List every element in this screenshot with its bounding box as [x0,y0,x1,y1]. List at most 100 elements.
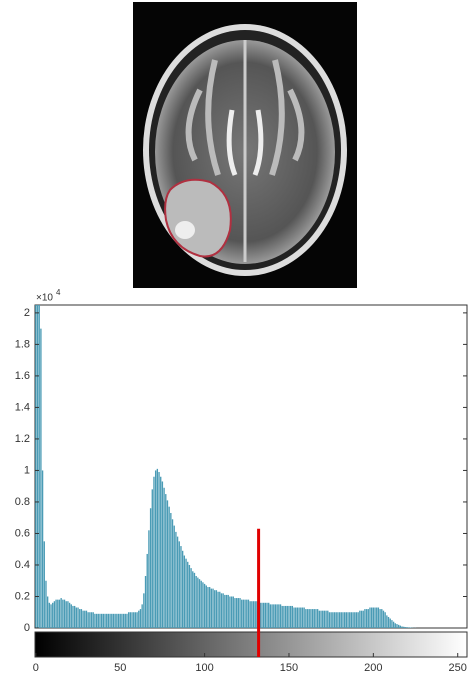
bar [362,610,364,628]
bar [408,627,410,628]
bar [377,607,380,628]
bar [386,615,388,628]
bar [109,613,111,628]
bar [143,593,145,628]
bar [89,612,91,628]
x-tick-label: 0 [33,662,39,674]
bar [232,596,234,628]
bar [117,613,120,628]
bar [323,610,326,628]
bar [343,612,346,628]
bar [379,609,381,628]
x-tick-label: 100 [195,662,213,674]
bar [220,593,223,628]
bar [176,536,179,628]
bar [298,607,300,628]
bar [205,585,207,628]
bar [354,612,356,628]
bar [230,596,233,628]
bar [295,607,297,628]
bar [107,613,110,628]
bar [38,305,40,628]
bar [246,599,248,628]
y-tick-label: 0.8 [15,496,30,508]
bar [114,613,116,628]
bar [102,613,105,628]
bar [153,476,155,628]
y-tick-label: 1 [24,464,30,476]
bar [315,609,317,628]
bar [55,599,57,628]
bar [305,609,307,628]
bar [104,613,106,628]
bar [165,494,167,628]
bar [374,607,376,628]
bar [225,594,228,628]
bar [227,594,229,628]
bar [57,599,59,628]
x-tick-label: 150 [280,662,298,674]
bar [224,594,226,628]
bar [300,607,302,628]
bar [40,328,42,628]
bar [207,587,209,628]
bar [45,580,47,628]
bar [180,546,182,628]
intensity-colorbar [34,631,468,658]
bar [85,610,88,628]
bar [381,609,383,628]
bar [43,541,45,628]
bar [87,612,89,628]
bar [222,593,224,628]
bar [293,607,295,628]
bar [139,609,142,628]
bar [80,609,83,628]
bar [122,613,125,628]
y-tick-label: 1.8 [15,338,30,350]
bar [92,612,94,628]
bar [149,508,152,628]
bar [170,512,172,628]
bar [278,604,280,628]
y-tick-label: 0 [24,622,30,634]
bar [151,489,153,628]
bar [188,564,191,628]
y-tick-label: 1.4 [15,401,30,413]
bar [90,612,93,628]
bar [99,613,101,628]
bar [200,580,202,628]
bar [284,605,287,628]
bar [208,587,211,628]
bar [82,610,84,628]
bar [190,568,192,628]
bar [338,612,341,628]
bar [35,305,37,628]
bar [306,609,309,628]
bar [100,613,103,628]
bar [197,577,199,628]
bar [330,612,332,628]
bar [389,618,391,628]
bar [97,613,99,628]
bar [235,598,238,628]
bar [254,601,256,628]
bar [308,609,310,628]
bar [106,613,108,628]
bar [141,604,143,628]
bar [349,612,351,628]
bar [203,583,206,628]
bar [266,602,268,628]
bar [171,519,174,628]
bar [301,607,304,628]
bar [187,561,189,628]
bar [214,590,216,628]
bar [210,588,213,628]
bar [234,598,236,628]
bar [311,609,314,628]
bar [158,472,160,628]
bar [327,610,329,628]
y-tick-label: 1.6 [15,370,30,382]
bar [387,616,390,628]
bar [127,612,130,628]
